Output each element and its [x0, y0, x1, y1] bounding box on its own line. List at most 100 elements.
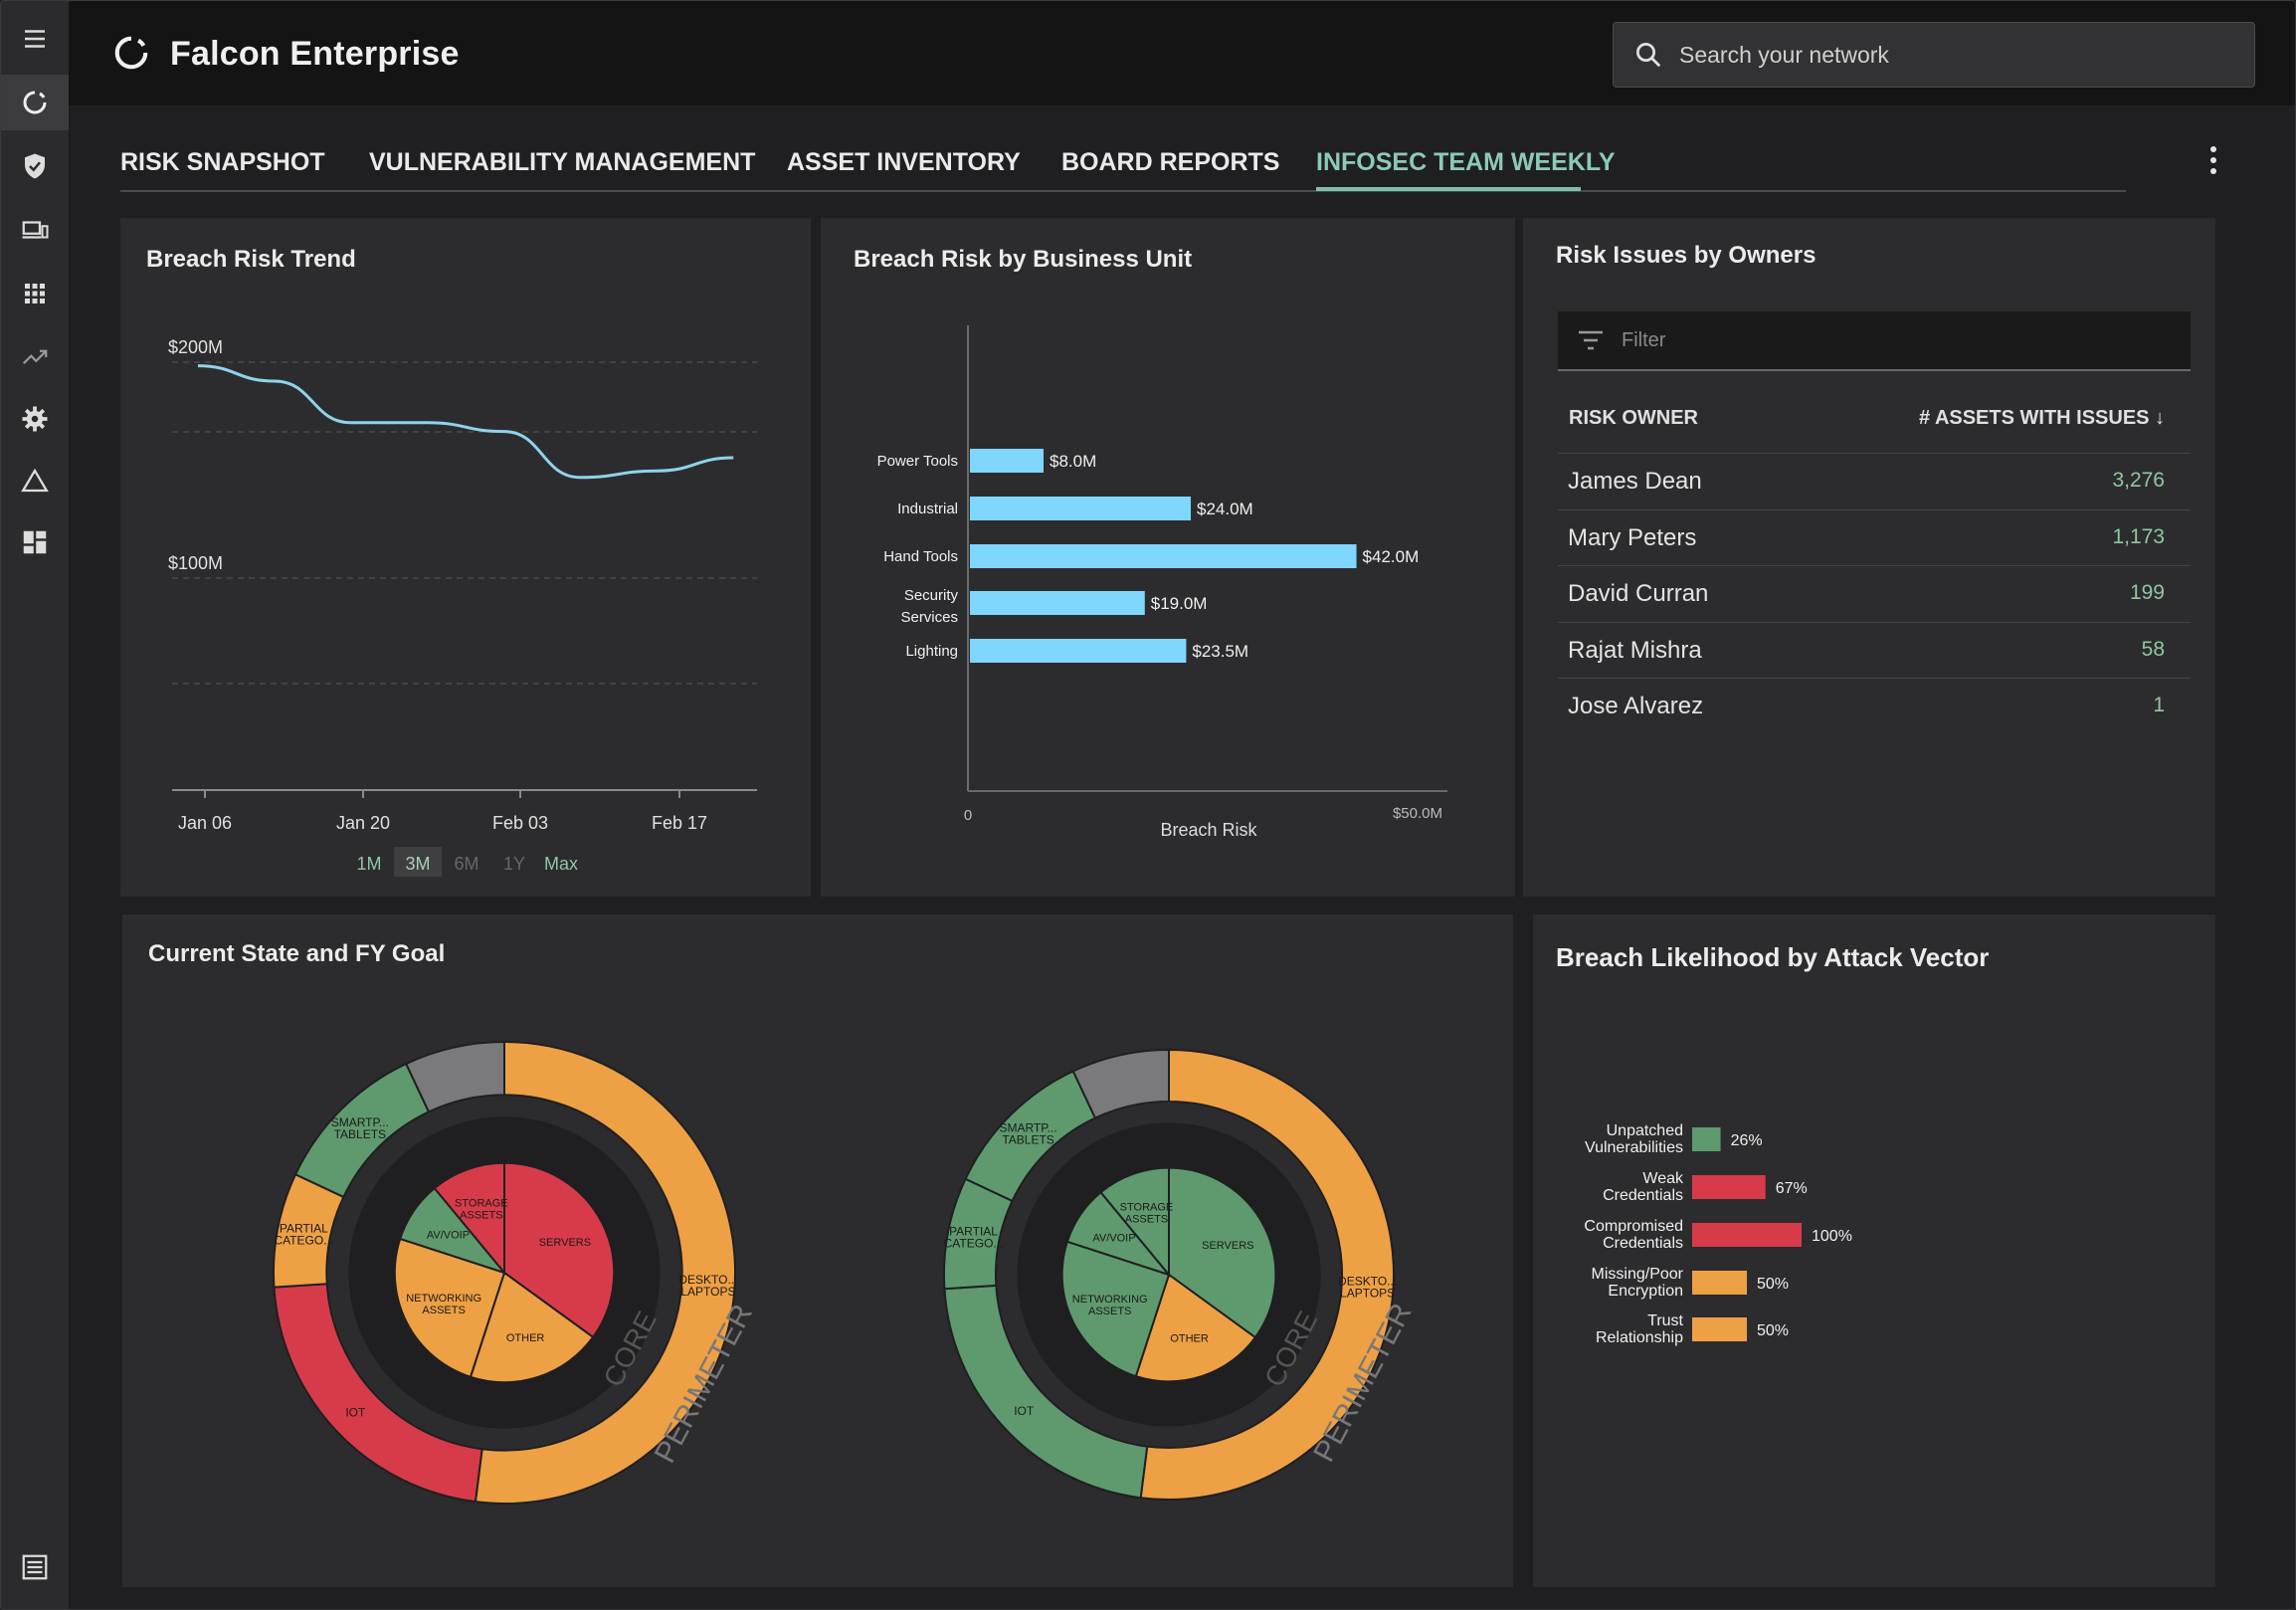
attack-vector-label: Credentials	[1603, 1187, 1683, 1204]
core-slice	[469, 1271, 595, 1384]
attack-vector-bar	[1692, 1317, 1747, 1341]
perimeter-slice	[1071, 1048, 1170, 1119]
sort-down-icon[interactable]: ↓	[2155, 407, 2166, 429]
search-icon	[1636, 43, 1661, 68]
business-unit-chart: $8.0M Power Tools $24.0M Industrial $42.0M Ha…	[877, 325, 1447, 840]
core-slice	[1060, 1240, 1171, 1378]
risk-owner-name: Mary Peters	[1568, 523, 1697, 551]
dashboard-icon[interactable]	[1, 514, 69, 570]
bu-bar	[970, 544, 1357, 568]
perimeter-slice	[474, 1040, 736, 1505]
table-row[interactable]: Jose Alvarez 1	[1558, 678, 2191, 734]
attack-vector-label: Unpatched	[1607, 1122, 1683, 1139]
bu-x-tick: 0	[964, 807, 972, 824]
trend-series-line	[197, 364, 734, 480]
sunburst-slice-label: OTHER	[506, 1332, 545, 1344]
attack-vector-value: 26%	[1731, 1132, 1763, 1149]
assets-count: 1,173	[2112, 524, 2165, 548]
perimeter-slice	[1139, 1048, 1395, 1501]
assets-count: 58	[2141, 637, 2165, 661]
attack-vector-card	[1533, 914, 2215, 1587]
bu-bar-label: $24.0M	[1197, 500, 1253, 518]
trend-y-tick: $200M	[168, 337, 223, 357]
panel-icon[interactable]	[1, 1539, 69, 1595]
sunburst-current-state: DESKTO... LAPTOPS IOT PARTIAL CATEGO... SMART…	[273, 1040, 759, 1505]
bu-x-axis-label: Breach Risk	[1160, 820, 1257, 840]
gear-icon[interactable]	[1, 391, 69, 447]
assets-count: 3,276	[2112, 469, 2165, 492]
sunburst-fy-goal: DESKTO... LAPTOPS IOT PARTIAL CATEGO... SMART…	[943, 1048, 1419, 1501]
bu-bar-label: $8.0M	[1050, 452, 1096, 471]
active-tab-indicator	[1316, 187, 1581, 191]
attack-vector-label: Trust	[1647, 1312, 1683, 1329]
breach-risk-trend-chart: $200M $100M Jan 06 Jan 20 Feb 03 Feb 17 1M 3M…	[168, 337, 757, 877]
core-slice	[433, 1161, 505, 1276]
table-row[interactable]: Mary Peters 1,173	[1558, 508, 2191, 566]
perimeter-slice	[404, 1040, 505, 1113]
sidebar	[1, 1, 70, 1609]
filter-input[interactable]: Filter	[1558, 311, 2191, 371]
warning-icon[interactable]	[1, 453, 69, 508]
sunburst-slice-label: DESKTO... LAPTOPS	[1338, 1275, 1397, 1301]
shield-icon[interactable]	[1, 138, 69, 194]
sunburst-slice-label: NETWORKING ASSETS	[1072, 1294, 1148, 1317]
more-options-icon[interactable]	[2210, 146, 2218, 179]
attack-vector-label: Vulnerabilities	[1585, 1139, 1683, 1156]
tab-vulnerability-management[interactable]: VULNERABILITY MANAGEMENT	[369, 148, 756, 176]
core-slice	[1168, 1166, 1277, 1339]
tab-underline	[120, 190, 2126, 192]
sunburst-slice-label: STORAGE ASSETS	[1120, 1201, 1174, 1225]
risk-owner-name: Rajat Mishra	[1568, 636, 1702, 664]
trending-icon[interactable]	[1, 329, 69, 385]
tab-asset-inventory[interactable]: ASSET INVENTORY	[787, 148, 1021, 176]
trend-x-tick: Feb 17	[652, 813, 707, 833]
attack-vector-chart: 26%UnpatchedVulnerabilities67%WeakCreden…	[1584, 1122, 1852, 1346]
range-button-label: 3M	[405, 854, 430, 874]
sunburst-slice-label: SERVERS	[1202, 1240, 1253, 1252]
sunburst-slice-label: NETWORKING ASSETS	[406, 1293, 481, 1316]
sunburst-slice-label: PARTIAL CATEGO...	[944, 1225, 1004, 1251]
bu-category-label: Hand Tools	[883, 548, 958, 565]
falcon-icon[interactable]	[1, 75, 69, 130]
attack-vector-value: 67%	[1776, 1180, 1808, 1197]
sunburst-slice-label: SMARTP... TABLETS	[331, 1115, 389, 1141]
filter-placeholder: Filter	[1622, 329, 1666, 351]
logo-icon	[114, 36, 148, 70]
range-button-label: 1Y	[503, 854, 525, 874]
devices-icon[interactable]	[1, 202, 69, 258]
attack-vector-value: 50%	[1757, 1322, 1789, 1339]
sunburst-slice-label: AV/VOIP	[427, 1230, 470, 1242]
range-button-1y[interactable]: 1Y	[503, 854, 525, 874]
table-row[interactable]: Rajat Mishra 58	[1558, 621, 2191, 679]
bu-bar	[970, 639, 1187, 663]
bu-category-label: Security	[904, 587, 959, 604]
trend-grid	[172, 361, 757, 685]
search-input[interactable]: Search your network	[1613, 22, 2255, 88]
attack-vector-bar	[1692, 1271, 1747, 1295]
table-row[interactable]: David Curran 199	[1558, 565, 2191, 622]
business-unit-title: Breach Risk by Business Unit	[854, 246, 1193, 273]
attack-vector-label: Missing/Poor	[1592, 1266, 1684, 1283]
attack-vector-value: 50%	[1757, 1276, 1789, 1293]
trend-x-tick: Feb 03	[492, 813, 548, 833]
range-button-max[interactable]: Max	[544, 854, 578, 874]
goal-title: Current State and FY Goal	[148, 940, 446, 967]
menu-icon[interactable]	[1, 11, 69, 67]
table-row[interactable]: James Dean 3,276	[1558, 453, 2191, 509]
trend-y-tick: $100M	[168, 553, 223, 573]
vector-title: Breach Likelihood by Attack Vector	[1556, 942, 1990, 972]
tab-infosec-team-weekly[interactable]: INFOSEC TEAM WEEKLY	[1316, 148, 1616, 176]
app-title: Falcon Enterprise	[170, 35, 460, 73]
tab-risk-snapshot[interactable]: RISK SNAPSHOT	[120, 148, 325, 176]
range-button-3m[interactable]: 3M	[394, 847, 442, 877]
apps-grid-icon[interactable]	[1, 266, 69, 321]
core-slice	[1134, 1273, 1257, 1383]
range-button-1m[interactable]: 1M	[356, 854, 381, 874]
assets-with-issues-header[interactable]: # ASSETS WITH ISSUES ↓	[1919, 407, 2165, 430]
range-button-6m[interactable]: 6M	[454, 854, 478, 874]
risk-owner-header[interactable]: RISK OWNER	[1569, 407, 1698, 429]
core-slice	[503, 1161, 616, 1339]
tab-board-reports[interactable]: BOARD REPORTS	[1061, 148, 1280, 176]
range-button-label: 6M	[454, 854, 478, 874]
